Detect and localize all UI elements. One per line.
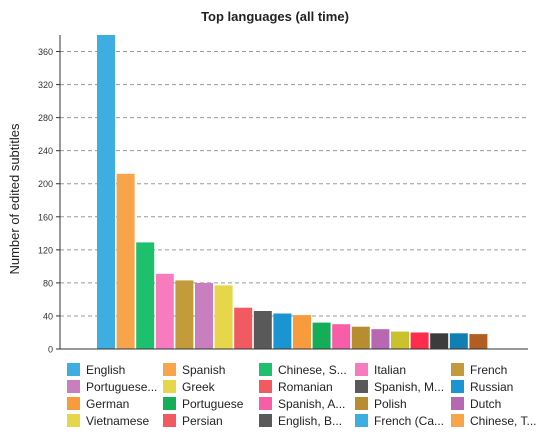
legend-swatch [163, 363, 176, 376]
legend-label: English, B... [278, 413, 343, 428]
bar[interactable]: Spanish, M...: 46 [253, 311, 272, 349]
bar[interactable]: Italian: 91 [155, 273, 174, 349]
bar[interactable]: Portuguese...: 80 [195, 282, 213, 349]
legend-swatch [355, 397, 368, 410]
bar[interactable]: Persian: 20 [410, 332, 429, 350]
legend-swatch [259, 363, 272, 376]
bar[interactable]: Spanish: 212 [116, 173, 135, 349]
legend-label: French (Ca... [374, 413, 445, 428]
bar[interactable]: English: 380 [97, 35, 115, 349]
legend-item[interactable]: Chinese, S... [259, 361, 355, 378]
legend-label: Vietnamese [86, 413, 150, 428]
legend-item[interactable]: German [67, 395, 163, 412]
bar[interactable]: French: 83 [175, 280, 194, 349]
legend-item[interactable]: Persian [163, 412, 259, 429]
legend-item[interactable]: Vietnamese [67, 412, 163, 429]
legend-swatch [451, 363, 464, 376]
legend-swatch [67, 397, 80, 410]
legend-label: Spanish, M... [374, 379, 445, 394]
bar[interactable]: Dutch: 24 [371, 329, 390, 349]
legend-swatch [67, 380, 80, 393]
legend-item[interactable]: Portuguese [163, 395, 259, 412]
legend-item[interactable]: Russian [451, 378, 547, 395]
legend-swatch [163, 380, 176, 393]
legend-label: German [86, 396, 130, 411]
legend-label: Spanish, A... [278, 396, 346, 411]
legend-swatch [451, 380, 464, 393]
y-tick-label: 0 [48, 345, 53, 355]
bar[interactable]: Romanian: 50 [234, 307, 253, 349]
bar[interactable]: English, B...: 19 [430, 333, 449, 349]
legend-item[interactable]: Spanish [163, 361, 259, 378]
bar[interactable]: Chinese, S...: 129 [136, 242, 155, 349]
legend-label: Russian [470, 379, 514, 394]
legend-swatch [355, 380, 368, 393]
legend-item[interactable]: Portuguese... [67, 378, 163, 395]
bar[interactable]: French (Ca...: 19 [449, 333, 468, 349]
legend-item[interactable]: Spanish, M... [355, 378, 451, 395]
y-tick-label: 360 [38, 47, 53, 57]
legend-swatch [355, 414, 368, 427]
y-tick-label: 120 [38, 245, 53, 255]
legend-swatch [67, 414, 80, 427]
legend-label: Dutch [470, 396, 502, 411]
y-tick-label: 280 [38, 113, 53, 123]
legend-swatch [67, 363, 80, 376]
legend-item[interactable]: English [67, 361, 163, 378]
legend-label: French [470, 362, 508, 377]
y-tick-label: 40 [43, 311, 53, 321]
y-tick-label: 240 [38, 146, 53, 156]
bar[interactable]: Chinese, T...: 18 [469, 334, 488, 349]
legend-item[interactable]: French (Ca... [355, 412, 451, 429]
chart-title: Top languages (all time) [201, 9, 349, 24]
legend-item[interactable]: Spanish, A... [259, 395, 355, 412]
legend-item[interactable]: Italian [355, 361, 451, 378]
bar[interactable]: Russian: 43 [273, 313, 292, 350]
bar[interactable]: Polish: 27 [351, 326, 370, 349]
legend-item[interactable]: Chinese, T... [451, 412, 547, 429]
y-tick-label: 320 [38, 80, 53, 90]
y-tick-label: 160 [38, 212, 53, 222]
y-axis-label: Number of edited subtitles [7, 123, 22, 275]
legend-label: Italian [374, 362, 407, 377]
bar[interactable]: Portuguese: 32 [312, 322, 331, 349]
axes [59, 35, 528, 350]
legend-label: Spanish [182, 362, 226, 377]
bars: English: 380Spanish: 212Chinese, S...: 1… [97, 35, 488, 350]
bar[interactable]: Spanish, A...: 30 [332, 324, 351, 349]
legend-swatch [163, 414, 176, 427]
legend-swatch [259, 380, 272, 393]
legend-label: English [86, 362, 126, 377]
legend-swatch [259, 414, 272, 427]
legend-label: Chinese, S... [278, 362, 347, 377]
legend-item[interactable]: English, B... [259, 412, 355, 429]
legend-label: Greek [182, 379, 215, 394]
bar[interactable]: German: 41 [293, 315, 311, 349]
legend-item[interactable]: Dutch [451, 395, 547, 412]
bar[interactable]: Vietnamese: 21 [391, 331, 409, 349]
legend-swatch [163, 397, 176, 410]
legend-swatch [259, 397, 272, 410]
legend-label: Romanian [278, 379, 333, 394]
y-tick-label: 80 [43, 278, 53, 288]
legend-item[interactable]: Romanian [259, 378, 355, 395]
legend-label: Polish [374, 396, 407, 411]
y-tick-label: 200 [38, 179, 53, 189]
legend-item[interactable]: Greek [163, 378, 259, 395]
legend: English Spanish Chinese, S... Italian French… [67, 361, 547, 429]
legend-label: Chinese, T... [470, 413, 537, 428]
legend-label: Persian [182, 413, 223, 428]
legend-label: Portuguese... [86, 379, 158, 394]
legend-item[interactable]: French [451, 361, 547, 378]
legend-swatch [355, 363, 368, 376]
bar[interactable]: Greek: 77 [214, 285, 233, 349]
legend-item[interactable]: Polish [355, 395, 451, 412]
legend-label: Portuguese [182, 396, 244, 411]
legend-swatch [451, 414, 464, 427]
legend-swatch [451, 397, 464, 410]
